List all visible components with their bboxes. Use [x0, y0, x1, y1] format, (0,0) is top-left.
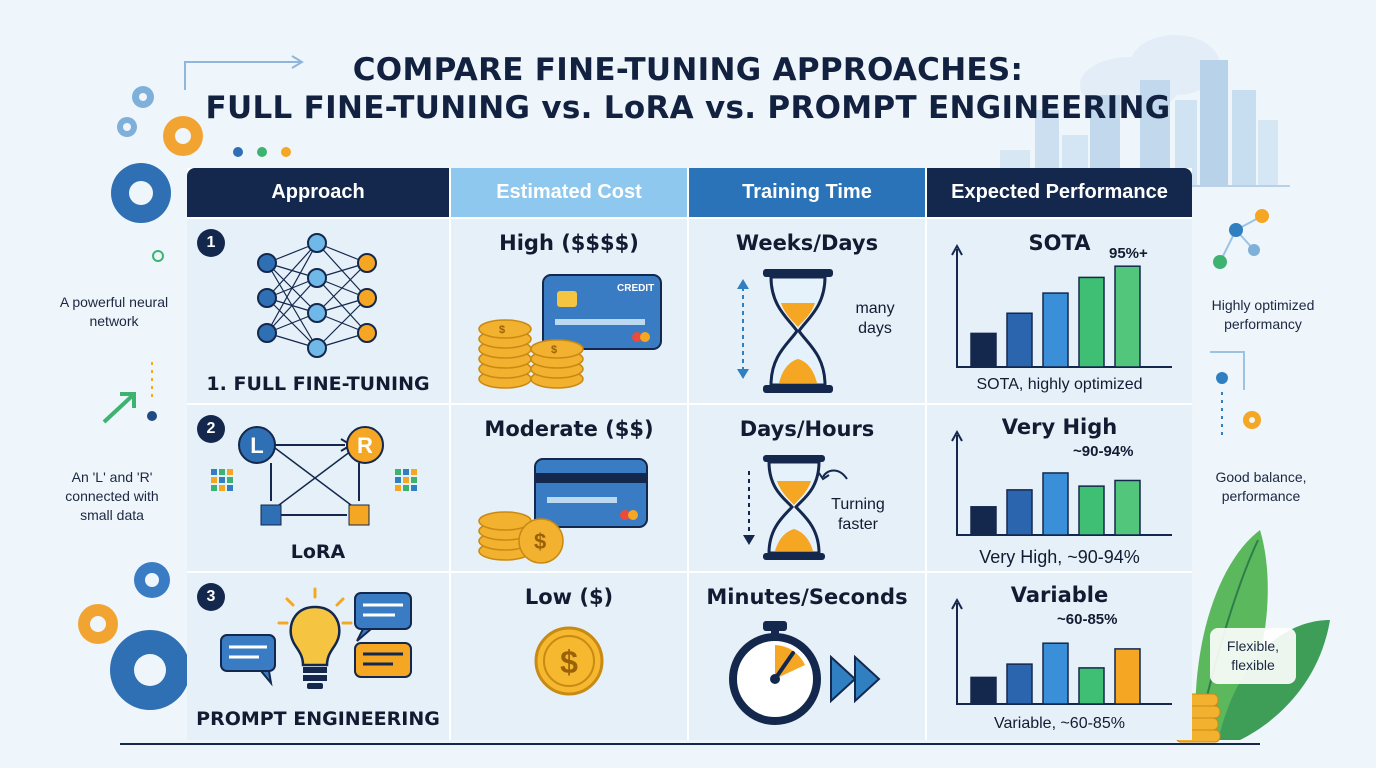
header-estimated-cost: Estimated Cost [451, 168, 687, 217]
performance-bar-4 [1078, 485, 1105, 536]
gear-icon [78, 562, 190, 710]
performance-bar-1 [970, 676, 997, 705]
time-label: Minutes/Seconds [706, 585, 908, 609]
performance-title: SOTA [1028, 231, 1091, 255]
cell-time-full: Weeks/Days many days [689, 219, 925, 403]
card-text: CREDIT [617, 283, 654, 294]
hourglass-icon [743, 455, 848, 560]
page-subtitle: FULL FINE-TUNING vs. LoRA vs. PROMPT ENG… [205, 90, 1171, 126]
cell-approach-lora: 2 L R LoRA [187, 405, 449, 571]
performance-value: 95%+ [1109, 245, 1148, 262]
lora-node-r: R [357, 433, 373, 458]
stopwatch-icon [729, 621, 881, 725]
performance-bar-1 [970, 506, 997, 536]
cell-cost-lora: Moderate ($$) $ [451, 405, 687, 571]
performance-bar-3 [1042, 472, 1069, 536]
performance-value: ~90-94% [1073, 443, 1134, 460]
gear-icon [111, 55, 304, 262]
header-approach: Approach [187, 168, 449, 217]
performance-caption: SOTA, highly optimized [976, 376, 1143, 393]
performance-bar-5 [1114, 265, 1141, 368]
performance-bar-3 [1042, 292, 1069, 368]
performance-bar-4 [1078, 276, 1105, 368]
side-note-flexible: Flexible, flexible [1226, 638, 1280, 673]
performance-bar-chart [951, 429, 1172, 536]
row-number-badge: 1 [197, 229, 225, 257]
performance-bar-1 [970, 332, 997, 368]
cell-time-lora: Days/Hours Turning faster [689, 405, 925, 571]
cost-label: High ($$$$) [499, 231, 639, 255]
lora-node-l: L [250, 433, 263, 458]
lora-diagram-icon: L R [211, 426, 417, 526]
side-note-good-balance: Good balance, performance [1215, 469, 1307, 504]
hourglass-icon [737, 269, 833, 393]
side-note-highly-optimized: Highly optimized performancy [1211, 297, 1315, 332]
cost-label: Moderate ($$) [484, 417, 654, 441]
coin-icon: $ [534, 626, 604, 696]
svg-text:$: $ [499, 324, 505, 336]
cost-label: Low ($) [524, 585, 614, 609]
chart-axis-arrow [951, 243, 963, 256]
cell-cost-prompt: Low ($) $ [451, 573, 687, 740]
cell-performance-prompt: Variable ~60-85% Variable, ~60-85% [927, 573, 1192, 740]
approach-label: LoRA [290, 541, 346, 563]
time-label: Days/Hours [739, 417, 875, 441]
comparison-table: Approach Estimated Cost Training Time Ex… [187, 168, 1192, 740]
performance-bar-5 [1114, 648, 1141, 705]
performance-value: ~60-85% [1057, 611, 1118, 628]
cell-cost-full: High ($$$$) CREDIT $ $ [451, 219, 687, 403]
chart-axis-arrow [951, 597, 963, 610]
performance-title: Very High [1001, 415, 1118, 439]
chart-axis-arrow [951, 429, 963, 442]
performance-caption: Variable, ~60-85% [994, 715, 1125, 732]
row-number-badge: 2 [197, 415, 225, 443]
cell-performance-full: SOTA 95%+ SOTA, highly optimized [927, 219, 1192, 403]
approach-label: 1. FULL FINE-TUNING [206, 373, 430, 395]
side-note-lora: An 'L' and 'R' connected with small data [65, 469, 159, 523]
performance-bar-2 [1006, 312, 1033, 368]
time-note: many days [855, 300, 895, 337]
performance-bar-5 [1114, 479, 1141, 536]
performance-bar-3 [1042, 642, 1069, 705]
time-note: Turning faster [831, 496, 885, 533]
svg-text:$: $ [560, 644, 578, 680]
performance-bar-chart [951, 243, 1172, 368]
row-number-badge: 3 [197, 583, 225, 611]
arrow-up-icon [102, 362, 157, 424]
performance-caption: Very High, ~90-94% [979, 547, 1140, 567]
performance-bar-chart [951, 597, 1172, 705]
svg-text:$: $ [551, 344, 557, 356]
header-expected-performance: Expected Performance [927, 168, 1192, 217]
credit-card-coins-icon: CREDIT $ $ [478, 274, 662, 389]
performance-bar-4 [1078, 667, 1105, 705]
time-label: Weeks/Days [735, 231, 879, 255]
approach-label: PROMPT ENGINEERING [196, 708, 440, 730]
neural-network-icon [257, 233, 377, 358]
svg-text:$: $ [534, 529, 546, 554]
cell-time-prompt: Minutes/Seconds [689, 573, 925, 740]
performance-bar-2 [1006, 663, 1033, 705]
page-title: COMPARE FINE-TUNING APPROACHES: [352, 52, 1024, 88]
cell-approach-prompt: 3 PROMPT ENGINEERING [187, 573, 449, 740]
performance-title: Variable [1010, 583, 1109, 607]
network-icon [1210, 209, 1269, 440]
performance-bar-2 [1006, 489, 1033, 536]
cell-performance-lora: Very High ~90-94% Very High, ~90-94% [927, 405, 1192, 571]
lightbulb-chat-icon [220, 587, 412, 689]
credit-card-coins-icon: $ [478, 458, 648, 564]
side-note-neural-network: A powerful neural network [59, 294, 169, 329]
cell-approach-full: 1 1. FULL FINE-TUNING [187, 219, 449, 403]
header-training-time: Training Time [689, 168, 925, 217]
